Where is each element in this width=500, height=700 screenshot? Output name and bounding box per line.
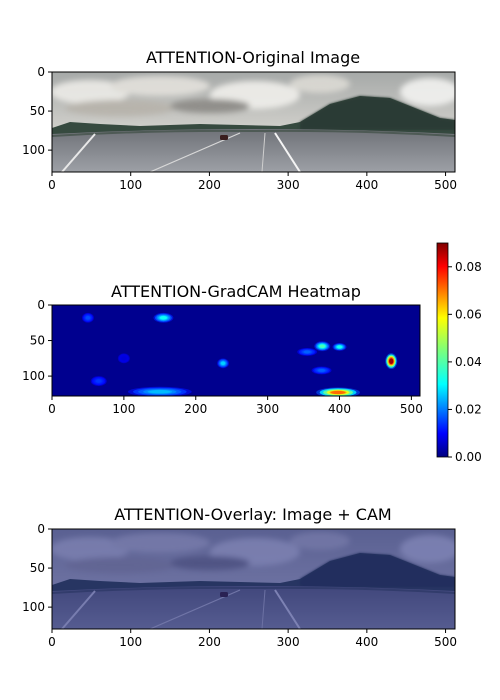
x-tick-label: 500 bbox=[434, 178, 457, 192]
y-axis: 0 50 100 bbox=[22, 65, 52, 157]
panel-title: ATTENTION-Original Image bbox=[146, 48, 360, 67]
colorbar-tick-label: 0.08 bbox=[455, 260, 482, 274]
heatmap-hotspot bbox=[153, 312, 174, 323]
x-tick-label: 100 bbox=[112, 402, 135, 416]
panel-title: ATTENTION-GradCAM Heatmap bbox=[111, 282, 361, 301]
heatmap-hotspot bbox=[332, 343, 347, 351]
plot-frame bbox=[51, 528, 456, 630]
heatmap-hotspot bbox=[311, 366, 332, 375]
x-tick-label: 100 bbox=[119, 635, 142, 649]
panel-original: ATTENTION-Original Image 0 100 200 300 400 50… bbox=[22, 48, 457, 192]
x-axis: 0 100 200 300 400 500 bbox=[48, 629, 457, 649]
x-axis: 0 100 200 300 400 500 bbox=[48, 172, 457, 192]
x-tick-label: 300 bbox=[277, 635, 300, 649]
heatmap-hotspots bbox=[81, 312, 398, 396]
y-tick-label: 100 bbox=[22, 143, 45, 157]
x-tick-label: 500 bbox=[434, 635, 457, 649]
plot-frame bbox=[51, 71, 456, 173]
x-tick-label: 0 bbox=[48, 178, 56, 192]
heatmap-hotspot bbox=[314, 341, 331, 352]
y-tick-label: 50 bbox=[30, 104, 45, 118]
panel-overlay: ATTENTION-Overlay: Image + CAM 0 100 200 30… bbox=[22, 505, 457, 649]
x-tick-label: 400 bbox=[328, 402, 351, 416]
heatmap-hotspot bbox=[81, 312, 94, 323]
plot-frame bbox=[51, 304, 421, 397]
y-tick-label: 0 bbox=[37, 522, 45, 536]
heatmap-hotspot bbox=[217, 358, 230, 369]
heatmap-hotspot bbox=[90, 376, 107, 386]
x-tick-label: 100 bbox=[119, 178, 142, 192]
panel-title: ATTENTION-Overlay: Image + CAM bbox=[114, 505, 391, 524]
y-tick-label: 50 bbox=[30, 334, 45, 348]
colorbar-tick-label: 0.02 bbox=[455, 402, 482, 416]
colorbar-tick-label: 0.06 bbox=[455, 307, 482, 321]
colorbar-tick-label: 0.04 bbox=[455, 355, 482, 369]
colorbar-tick-label: 0.00 bbox=[455, 450, 482, 464]
x-tick-label: 0 bbox=[48, 635, 56, 649]
colorbar-gradient bbox=[436, 242, 449, 458]
heatmap-hotspot bbox=[316, 387, 360, 396]
x-tick-label: 300 bbox=[256, 402, 279, 416]
colorbar-ticks: 0.00 0.02 0.04 0.06 0.08 bbox=[448, 260, 482, 464]
x-tick-label: 0 bbox=[48, 402, 56, 416]
x-tick-label: 500 bbox=[400, 402, 423, 416]
x-tick-label: 200 bbox=[198, 178, 221, 192]
heatmap-hotspot bbox=[117, 353, 130, 364]
heatmap-hotspot bbox=[385, 353, 398, 370]
y-axis: 0 50 100 bbox=[22, 298, 52, 383]
y-axis: 0 50 100 bbox=[22, 522, 52, 614]
x-tick-label: 400 bbox=[355, 178, 378, 192]
x-tick-label: 200 bbox=[184, 402, 207, 416]
x-tick-label: 200 bbox=[198, 635, 221, 649]
y-tick-label: 0 bbox=[37, 65, 45, 79]
x-tick-label: 300 bbox=[277, 178, 300, 192]
y-tick-label: 100 bbox=[22, 369, 45, 383]
x-axis: 0 100 200 300 400 500 bbox=[48, 396, 423, 416]
y-tick-label: 100 bbox=[22, 600, 45, 614]
heatmap-hotspot bbox=[127, 386, 192, 396]
heatmap-hotspot bbox=[297, 347, 318, 356]
y-tick-label: 0 bbox=[37, 298, 45, 312]
colorbar: 0.00 0.02 0.04 0.06 0.08 bbox=[436, 242, 482, 464]
y-tick-label: 50 bbox=[30, 561, 45, 575]
panel-heatmap: ATTENTION-GradCAM Heatmap 0 100 200 300 400 5… bbox=[22, 282, 423, 416]
x-tick-label: 400 bbox=[355, 635, 378, 649]
